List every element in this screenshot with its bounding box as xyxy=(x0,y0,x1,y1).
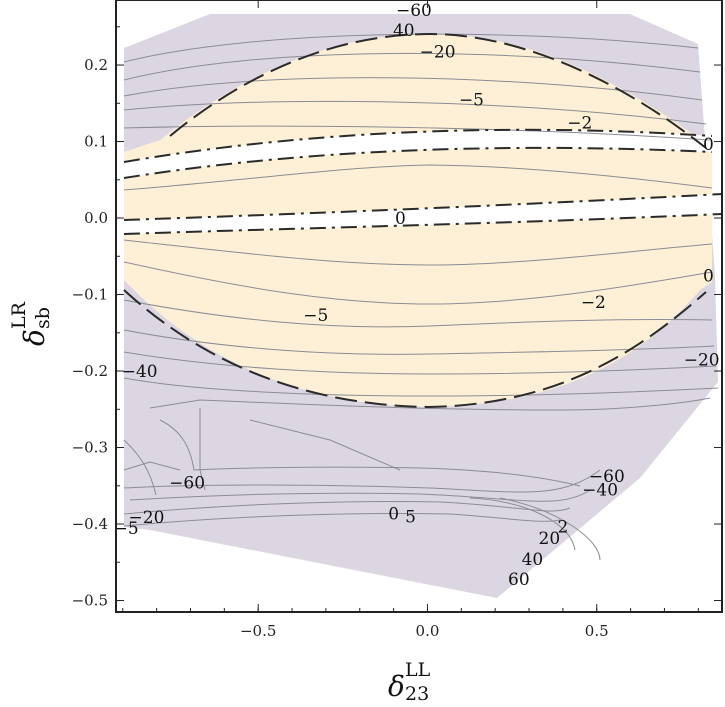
gap-band-lower xyxy=(124,194,722,234)
y-tick-label: −0.4 xyxy=(72,515,108,533)
x-tick-label: 0.0 xyxy=(416,622,440,640)
boundary-lines xyxy=(123,32,722,409)
contour-label: −40 xyxy=(582,481,618,501)
x-tick-label: −0.5 xyxy=(240,622,276,640)
contour-label: 40 xyxy=(522,550,544,570)
y-axis-subscript: sb xyxy=(32,307,54,329)
contour-label: 2 xyxy=(557,517,568,537)
y-tick-label: −0.1 xyxy=(72,286,108,304)
y-tick-label: −0.5 xyxy=(72,592,108,610)
x-axis-symbol: δ xyxy=(388,670,405,703)
contour-label: 0 xyxy=(395,209,406,229)
contour-label: 0 xyxy=(703,266,714,286)
contour-label: −20 xyxy=(684,351,720,371)
contour-lines xyxy=(123,33,719,561)
contour-label: −60 xyxy=(589,467,625,487)
contour-label: −60 xyxy=(169,474,205,494)
contour-label: −5 xyxy=(303,306,328,326)
contour-label: 60 xyxy=(508,570,530,590)
y-tick-label: 0.2 xyxy=(84,56,108,74)
x-axis-ticks: −0.5 0.0 0.5 xyxy=(122,0,699,640)
contour-label: −2 xyxy=(567,113,592,133)
y-axis-superscript: LR xyxy=(8,301,30,329)
contour-label: 5 xyxy=(405,507,416,527)
x-axis-label: δ LL 23 xyxy=(388,659,431,705)
contour-label: −60 xyxy=(396,1,432,21)
y-axis-ticks: −0.5 −0.4 −0.3 −0.2 −0.1 0.0 0.1 0.2 xyxy=(72,26,722,610)
contour-label: 0 xyxy=(703,135,714,155)
x-axis-superscript: LL xyxy=(405,659,431,681)
contour-label: 0 xyxy=(388,504,399,524)
contour-label: −40 xyxy=(122,362,158,382)
plot-frame xyxy=(115,0,723,613)
y-axis-label: δ LR sb xyxy=(8,301,54,346)
y-tick-label: −0.2 xyxy=(72,362,108,380)
contour-label: −20 xyxy=(129,508,165,528)
y-axis-symbol: δ xyxy=(18,329,51,346)
contour-label: −20 xyxy=(420,42,456,62)
contour-label: 20 xyxy=(539,529,561,549)
y-tick-label: −0.3 xyxy=(72,439,108,457)
contour-label: 40 xyxy=(393,21,415,41)
contour-label: −5 xyxy=(114,519,139,539)
x-tick-label: 0.5 xyxy=(585,622,609,640)
gap-band-upper xyxy=(124,129,712,178)
x-axis-subscript: 23 xyxy=(405,683,429,705)
contour-label: −2 xyxy=(581,293,606,313)
contour-label: −5 xyxy=(459,90,484,110)
y-tick-label: 0.0 xyxy=(84,209,108,227)
y-tick-label: 0.1 xyxy=(84,133,108,151)
